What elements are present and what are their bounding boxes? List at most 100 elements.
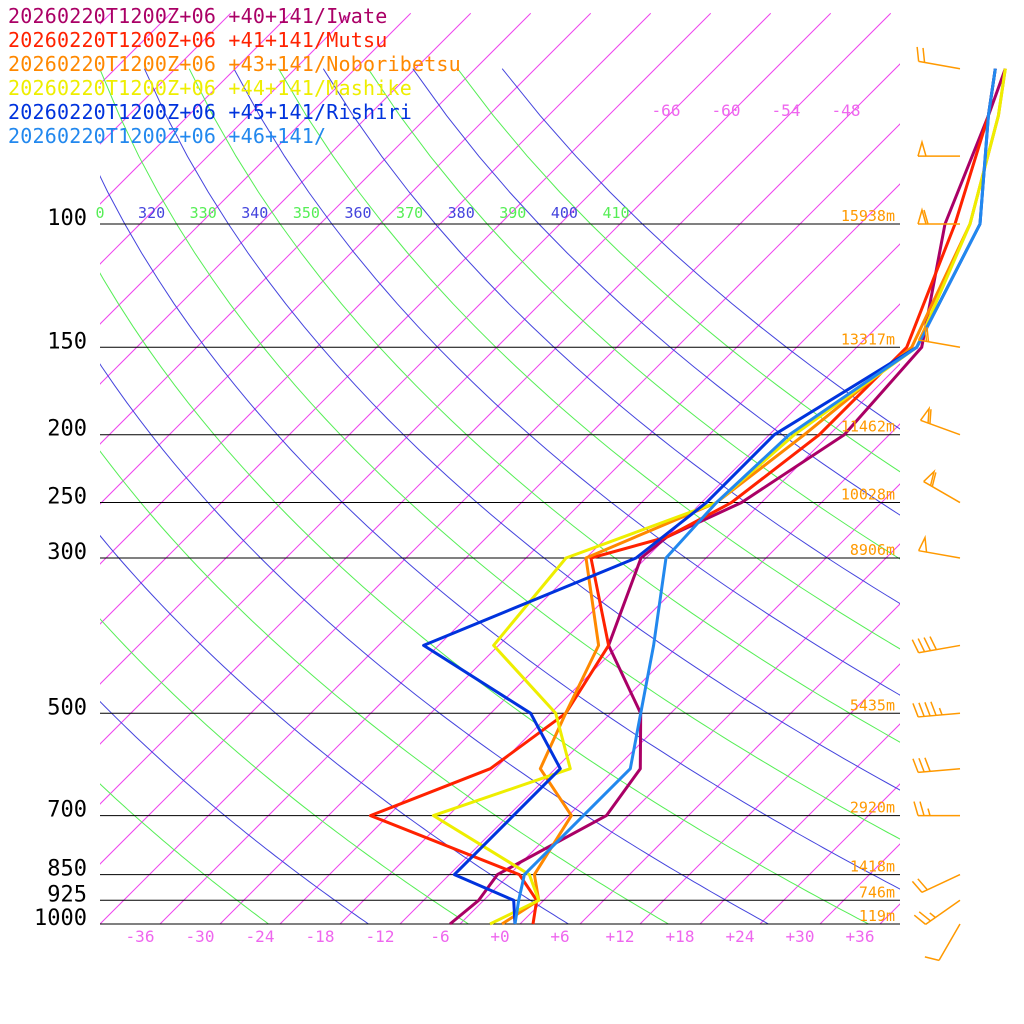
isotherm-line: [159, 183, 900, 924]
dry-adiabat-line: [100, 272, 869, 924]
theta-label: 370: [396, 204, 423, 222]
dry-adiabat-line: [233, 68, 900, 696]
pressure-label: 100: [47, 206, 87, 231]
wind-barb: [913, 801, 960, 817]
dry-adiabat-line: [100, 363, 769, 924]
pressure-label: 150: [47, 329, 87, 354]
wind-barb: [916, 46, 961, 70]
isotherm-label: -60: [712, 101, 741, 120]
pressure-label: 925: [47, 882, 87, 907]
height-label: 5435m: [850, 696, 895, 714]
x-tick-label: +24: [726, 927, 755, 946]
dry-adiabat-line: [100, 534, 569, 924]
theta-label: 350: [293, 204, 320, 222]
isotherm-line: [100, 12, 112, 25]
wind-barb: [924, 923, 961, 962]
series-line: [422, 68, 997, 925]
dry-adiabat-line: [501, 68, 900, 430]
x-tick-label: +6: [550, 927, 569, 946]
height-label: 8906m: [850, 541, 895, 559]
isotherm-line: [219, 243, 900, 924]
x-tick-label: -30: [186, 927, 215, 946]
legend: 20260220T1200Z+06 +40+141/Iwate 20260220T…: [8, 4, 461, 148]
isotherm-line: [279, 303, 900, 924]
theta-label: 0: [95, 204, 104, 222]
isotherm-line: [940, 13, 1024, 924]
height-label: 13317m: [841, 330, 895, 348]
theta-label: 410: [602, 204, 629, 222]
isotherm-label: -54: [772, 101, 801, 120]
height-label: 15938m: [841, 207, 895, 225]
isotherm-line: [100, 12, 772, 685]
wind-barb: [917, 207, 960, 225]
height-label: 119m: [859, 907, 895, 925]
wind-barb: [911, 636, 961, 654]
isotherm-line: [100, 12, 652, 565]
height-label: 1418m: [850, 858, 895, 876]
theta-label: 390: [499, 204, 526, 222]
dry-adiabat-line: [143, 68, 900, 791]
dry-adiabat-line: [100, 618, 469, 924]
series-line: [449, 68, 1007, 926]
x-tick-label: -18: [306, 927, 335, 946]
isotherm-line: [579, 603, 900, 924]
isotherm-line: [399, 423, 900, 924]
isotherm-line: [100, 123, 900, 924]
isotherm-label: -48: [832, 101, 861, 120]
isotherm-line: [100, 12, 472, 385]
height-label: 10028m: [841, 486, 895, 504]
wind-barb: [917, 534, 961, 559]
isotherm-line: [100, 12, 352, 265]
x-tick-label: -12: [366, 927, 395, 946]
wind-barb: [923, 469, 961, 504]
potential-temperature-grid: [100, 68, 900, 924]
isotherm-line: [100, 12, 232, 145]
isotherm-line: [819, 843, 900, 924]
isotherm-line: [100, 63, 900, 865]
theta-label: 380: [448, 204, 475, 222]
sounding-series: [368, 68, 1007, 926]
dry-adiabat-line: [100, 68, 900, 840]
theta-label: 400: [551, 204, 578, 222]
dry-adiabat-line: [188, 68, 900, 743]
wind-barb: [919, 406, 961, 436]
dry-adiabat-line: [278, 68, 900, 650]
isotherm-line: [100, 12, 292, 205]
height-label: 746m: [859, 883, 895, 901]
theta-label: 360: [344, 204, 371, 222]
theta-label: 340: [241, 204, 268, 222]
pressure-label: 500: [47, 695, 87, 720]
isotherm-grid: [100, 12, 1024, 924]
pressure-label: 1000: [34, 906, 87, 931]
series-line: [513, 68, 997, 925]
wind-barb: [912, 757, 961, 774]
theta-label: 320: [138, 204, 165, 222]
pressure-label: 850: [47, 857, 87, 882]
height-label: 2920m: [850, 799, 895, 817]
dry-adiabat-line: [100, 700, 369, 924]
pressure-label: 700: [47, 798, 87, 823]
legend-entry: 20260220T1200Z+06 +41+141/Mutsu: [8, 28, 388, 52]
legend-entry: 20260220T1200Z+06 +43+141/Noboribetsu: [8, 52, 461, 76]
series-line: [368, 68, 997, 925]
dry-adiabat-line: [100, 783, 269, 924]
x-tick-label: -24: [246, 927, 275, 946]
dry-adiabat-line: [322, 68, 900, 605]
isotherm-line: [1000, 13, 1024, 924]
pressure-label: 200: [47, 417, 87, 442]
x-tick-label: +18: [666, 927, 695, 946]
height-label: 11462m: [841, 418, 895, 436]
wind-barb: [917, 139, 960, 157]
isotherm-line: [459, 483, 900, 924]
isotherm-line: [100, 12, 712, 625]
wind-barb: [912, 701, 961, 718]
isotherm-line: [639, 663, 900, 924]
series-line: [501, 68, 1007, 926]
wind-barbs: [911, 46, 961, 962]
dry-adiabat-line: [100, 450, 669, 924]
legend-entry: 20260220T1200Z+06 +40+141/Iwate: [8, 4, 388, 28]
dry-adiabat-line: [457, 68, 900, 473]
dry-adiabat-line: [412, 68, 900, 516]
isotherm-line: [100, 12, 532, 445]
